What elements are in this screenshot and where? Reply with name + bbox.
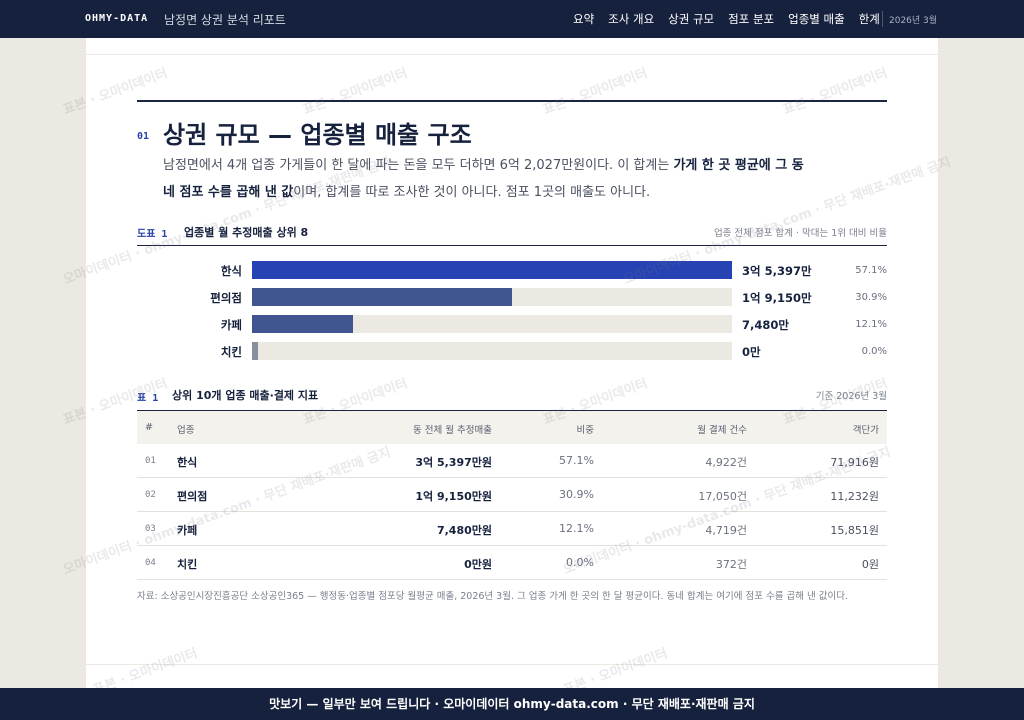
- cell-count: 17,050건: [698, 490, 747, 503]
- bar-track: [252, 261, 732, 279]
- cell-sales: 1억 9,150만원: [415, 490, 492, 503]
- bar-share-label: 0.0%: [861, 346, 887, 357]
- bar-row: 한식 3억 5,397만 57.1%: [137, 261, 887, 279]
- cell-share: 0.0%: [566, 556, 594, 569]
- paper-divider-top: [86, 54, 938, 55]
- figure-title: 업종별 월 추정매출 상위 8: [184, 226, 309, 239]
- cell-avg-price: 11,232원: [830, 490, 879, 503]
- nav-item-limitations[interactable]: 한계: [858, 12, 880, 26]
- cell-number: 03: [145, 524, 156, 534]
- bar-share-label: 57.1%: [855, 265, 887, 276]
- source-note: 자료: 소상공인시장진흥공단 소상공인365 — 행정동·업종별 점포당 월평균…: [137, 591, 849, 602]
- section-number: 01: [137, 131, 150, 142]
- table-note: 기준 2026년 3월: [815, 391, 887, 402]
- top-nav: 요약 조사 개요 상권 규모 점포 분포 업종별 매출 한계: [573, 11, 894, 27]
- cell-category: 카페: [177, 524, 198, 537]
- cell-share: 57.1%: [559, 454, 594, 467]
- cell-sales: 7,480만원: [436, 524, 492, 537]
- lead-text-1: 남정면에서 4개 업종 가게들이 한 달에 파는 돈을 모두 더하면 6억 2,…: [163, 158, 674, 173]
- report-date: 2026년 3월: [889, 16, 938, 26]
- bar-value-label: 7,480만: [742, 318, 789, 332]
- section-lead: 남정면에서 4개 업종 가게들이 한 달에 파는 돈을 모두 더하면 6억 2,…: [163, 152, 813, 206]
- table-header: # 업종 동 전체 월 추정매출 비중 월 결제 건수 객단가: [137, 411, 887, 444]
- figure-rule: [137, 245, 887, 246]
- bar-row: 치킨 0만 0.0%: [137, 342, 887, 360]
- lead-text-bold: 가게 한 곳 평균에 그 동네 점포 수를 곱해 낸 값: [163, 158, 804, 200]
- cell-count: 372건: [715, 558, 747, 571]
- top-bar: OHMY-DATA 남정면 상권 분석 리포트 요약 조사 개요 상권 규모 점…: [0, 0, 1024, 38]
- cell-avg-price: 71,916원: [830, 456, 879, 469]
- cell-number: 02: [145, 490, 156, 500]
- nav-item-overview[interactable]: 조사 개요: [608, 12, 655, 26]
- cell-count: 4,922건: [705, 456, 747, 469]
- bar-fill: [252, 342, 258, 360]
- cell-share: 30.9%: [559, 488, 594, 501]
- lead-text-2: 이며, 합계를 따로 조사한 것이 아니다. 점포 1곳의 매출도 아니다.: [293, 185, 651, 200]
- nav-divider: [882, 11, 883, 27]
- figure-note: 업종 전체 점포 합계 · 막대는 1위 대비 비율: [713, 228, 887, 239]
- column-header-number: #: [145, 422, 153, 433]
- cell-category: 치킨: [177, 558, 198, 571]
- nav-item-store-distribution[interactable]: 점포 분포: [728, 12, 775, 26]
- section-rule: [137, 100, 887, 102]
- cell-sales: 0만원: [464, 558, 492, 571]
- column-header-share: 비중: [576, 425, 594, 436]
- cell-number: 04: [145, 558, 156, 568]
- table-row: 04 치킨 0만원 0.0% 372건 0원: [137, 546, 887, 580]
- column-header-category: 업종: [177, 425, 195, 436]
- cell-number: 01: [145, 456, 156, 466]
- bar-category-label: 편의점: [210, 291, 242, 305]
- table-rule: [137, 410, 887, 411]
- nav-item-sales-by-category[interactable]: 업종별 매출: [788, 12, 845, 26]
- bar-fill: [252, 288, 512, 306]
- table-label: 표 1: [137, 393, 159, 404]
- bar-value-label: 0만: [742, 345, 761, 359]
- bar-fill: [252, 261, 732, 279]
- table-row: 01 한식 3억 5,397만원 57.1% 4,922건 71,916원: [137, 444, 887, 478]
- table-row: 03 카페 7,480만원 12.1% 4,719건 15,851원: [137, 512, 887, 546]
- cell-avg-price: 15,851원: [830, 524, 879, 537]
- column-header-count: 월 결제 건수: [697, 425, 747, 436]
- bar-track: [252, 288, 732, 306]
- bar-category-label: 한식: [220, 264, 242, 278]
- brand-logo[interactable]: OHMY-DATA: [85, 13, 149, 24]
- bar-category-label: 카페: [220, 318, 242, 332]
- table-row: 02 편의점 1억 9,150만원 30.9% 17,050건 11,232원: [137, 478, 887, 512]
- preview-banner: 맛보기 — 일부만 보여 드립니다 · 오마이데이터 ohmy-data.com…: [0, 688, 1024, 720]
- section-title: 상권 규모 — 업종별 매출 구조: [163, 121, 472, 149]
- bar-row: 편의점 1억 9,150만 30.9%: [137, 288, 887, 306]
- cell-category: 편의점: [177, 490, 208, 503]
- cell-sales: 3억 5,397만원: [415, 456, 492, 469]
- column-header-sales: 동 전체 월 추정매출: [413, 425, 492, 436]
- column-header-avg-price: 객단가: [852, 425, 879, 436]
- table-title: 상위 10개 업종 매출·결제 지표: [172, 389, 319, 402]
- nav-item-market-size[interactable]: 상권 규모: [668, 12, 715, 26]
- cell-count: 4,719건: [705, 524, 747, 537]
- bar-value-label: 3억 5,397만: [742, 264, 812, 278]
- bar-category-label: 치킨: [220, 345, 242, 359]
- bar-row: 카페 7,480만 12.1%: [137, 315, 887, 333]
- cell-category: 한식: [177, 456, 198, 469]
- figure-label: 도표 1: [137, 229, 168, 240]
- nav-item-summary[interactable]: 요약: [573, 12, 595, 26]
- report-title: 남정면 상권 분석 리포트: [164, 13, 286, 27]
- paper-divider-bottom: [86, 664, 938, 665]
- bar-track: [252, 315, 732, 333]
- bar-track: [252, 342, 732, 360]
- bar-share-label: 12.1%: [855, 319, 887, 330]
- bar-fill: [252, 315, 353, 333]
- bar-value-label: 1억 9,150만: [742, 291, 812, 305]
- cell-share: 12.1%: [559, 522, 594, 535]
- bar-share-label: 30.9%: [855, 292, 887, 303]
- cell-avg-price: 0원: [861, 558, 879, 571]
